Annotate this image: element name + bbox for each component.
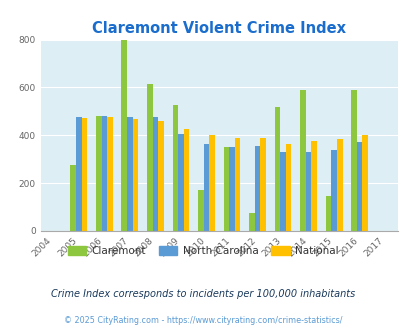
Bar xyxy=(330,150,336,231)
Legend: Claremont, North Carolina, National: Claremont, North Carolina, National xyxy=(63,242,342,260)
Bar xyxy=(325,196,330,231)
Bar xyxy=(336,139,342,231)
Bar xyxy=(279,152,285,231)
Bar xyxy=(147,84,152,231)
Bar xyxy=(183,129,189,231)
Bar xyxy=(76,117,81,231)
Bar xyxy=(274,107,279,231)
Bar xyxy=(299,90,305,231)
Bar xyxy=(356,143,362,231)
Bar xyxy=(249,213,254,231)
Bar xyxy=(96,116,101,231)
Text: © 2025 CityRating.com - https://www.cityrating.com/crime-statistics/: © 2025 CityRating.com - https://www.city… xyxy=(64,316,341,325)
Bar xyxy=(254,146,260,231)
Bar xyxy=(209,135,214,231)
Bar xyxy=(350,90,356,231)
Bar xyxy=(107,117,113,231)
Text: Crime Index corresponds to incidents per 100,000 inhabitants: Crime Index corresponds to incidents per… xyxy=(51,289,354,299)
Title: Claremont Violent Crime Index: Claremont Violent Crime Index xyxy=(92,21,345,36)
Bar xyxy=(101,116,107,231)
Bar xyxy=(260,138,265,231)
Bar xyxy=(70,165,76,231)
Bar xyxy=(178,134,183,231)
Bar xyxy=(223,147,229,231)
Bar xyxy=(311,141,316,231)
Bar xyxy=(81,118,87,231)
Bar xyxy=(234,138,240,231)
Bar xyxy=(362,135,367,231)
Bar xyxy=(132,118,138,231)
Bar xyxy=(285,144,291,231)
Bar xyxy=(198,190,203,231)
Bar xyxy=(121,40,127,231)
Bar xyxy=(305,152,311,231)
Bar xyxy=(158,121,164,231)
Bar xyxy=(229,147,234,231)
Bar xyxy=(172,105,178,231)
Bar xyxy=(152,117,158,231)
Bar xyxy=(127,117,132,231)
Bar xyxy=(203,144,209,231)
